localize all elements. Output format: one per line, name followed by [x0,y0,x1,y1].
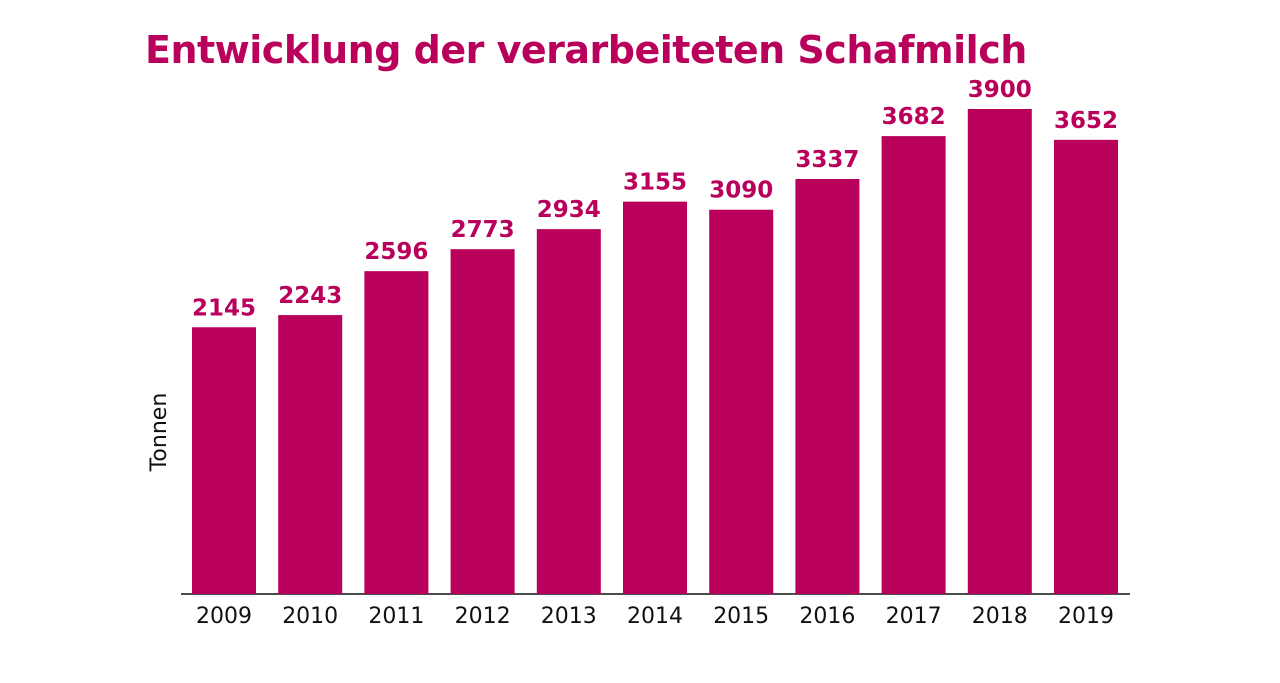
data-label-2012: 2773 [451,217,515,243]
x-tick-label-2018: 2018 [972,604,1028,629]
bar-2018 [967,109,1032,594]
data-label-2018: 3900 [968,77,1032,103]
data-label-2016: 3337 [795,147,859,173]
x-tick-label-2014: 2014 [627,604,683,629]
x-tick-label-2009: 2009 [196,604,252,629]
bar-2016 [795,179,860,594]
bar-2019 [1054,139,1118,595]
x-tick-label-2013: 2013 [541,604,597,629]
bar-2014 [623,201,687,594]
y-axis-label: Tonnen [147,393,172,473]
bar-2012 [450,249,515,594]
x-tick-label-2016: 2016 [799,604,855,629]
bar-2010 [278,315,343,594]
x-tick-label-2019: 2019 [1058,604,1114,629]
data-label-2010: 2243 [278,283,342,309]
data-label-2009: 2145 [192,295,256,321]
bar-2011 [364,271,429,594]
data-label-2017: 3682 [882,104,946,130]
data-label-2011: 2596 [364,239,428,265]
x-tick-label-2015: 2015 [713,604,769,629]
chart-title: Entwicklung der verarbeiteten Schafmilch [145,28,1027,72]
bar-2017 [881,136,946,594]
bar-2015 [709,209,774,594]
x-tick-label-2010: 2010 [282,604,338,629]
x-tick-label-2012: 2012 [455,604,511,629]
data-label-2019: 3652 [1054,108,1118,134]
data-label-2013: 2934 [537,197,601,223]
data-label-2014: 3155 [623,170,687,196]
bar-2009 [192,327,256,594]
data-label-2015: 3090 [709,178,773,204]
x-tick-label-2011: 2011 [368,604,424,629]
bar-2013 [536,229,601,594]
x-tick-label-2017: 2017 [886,604,942,629]
